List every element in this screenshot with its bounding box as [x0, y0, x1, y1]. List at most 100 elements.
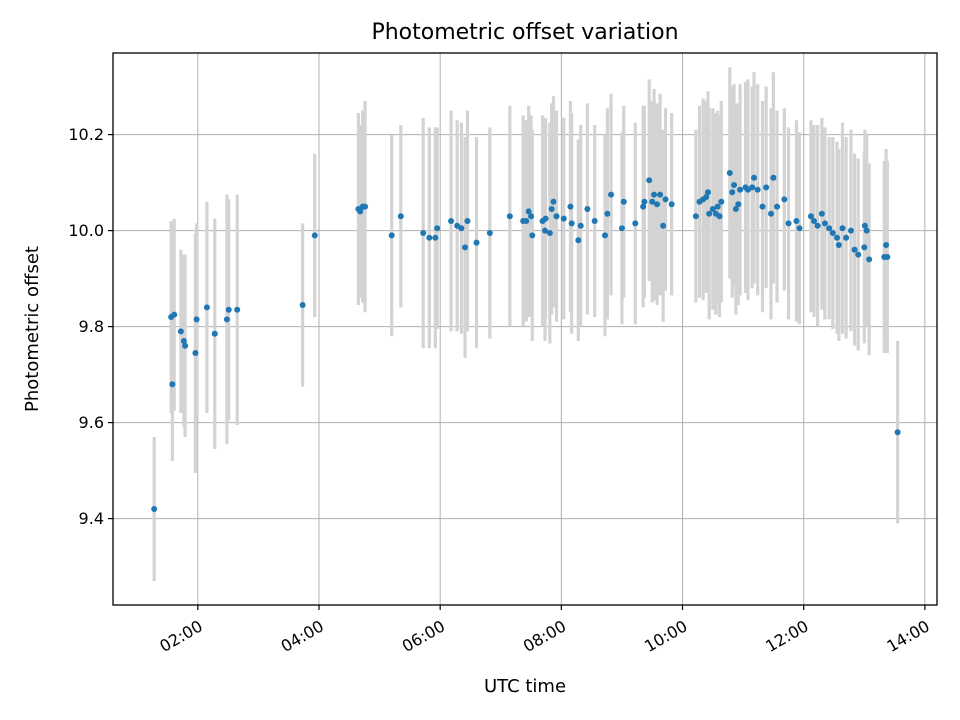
- data-point: [829, 230, 836, 236]
- data-point: [726, 170, 733, 176]
- data-point: [397, 213, 404, 220]
- data-points: [151, 170, 901, 512]
- data-point: [506, 213, 513, 220]
- data-point: [814, 222, 821, 229]
- data-point: [793, 218, 800, 224]
- data-point: [759, 203, 766, 210]
- data-point: [225, 306, 232, 313]
- data-point: [434, 225, 441, 232]
- data-point: [577, 222, 584, 229]
- data-point: [843, 234, 850, 241]
- data-point: [192, 350, 199, 356]
- data-point: [811, 218, 818, 224]
- data-point: [553, 213, 560, 220]
- data-point: [568, 220, 575, 227]
- data-point: [847, 227, 854, 234]
- data-point: [420, 230, 427, 236]
- data-point: [668, 201, 675, 208]
- data-point: [357, 208, 364, 215]
- data-point: [151, 506, 158, 512]
- data-point: [737, 186, 744, 193]
- data-point: [706, 210, 713, 217]
- data-point: [835, 242, 842, 248]
- y-tick-label: 9.8: [79, 317, 104, 336]
- data-point: [716, 213, 723, 220]
- data-point: [714, 203, 721, 210]
- data-point: [567, 203, 574, 210]
- data-point: [311, 232, 318, 239]
- data-point: [171, 311, 178, 318]
- data-point: [834, 234, 841, 241]
- data-point: [550, 198, 557, 205]
- data-point: [861, 244, 868, 251]
- data-point: [177, 328, 184, 335]
- data-point: [749, 184, 756, 191]
- data-point: [763, 184, 770, 191]
- data-point: [657, 191, 664, 198]
- data-point: [362, 203, 369, 210]
- grid: [113, 53, 937, 605]
- data-point: [884, 254, 891, 260]
- data-point: [462, 244, 469, 251]
- data-point: [632, 220, 639, 227]
- data-point: [704, 189, 711, 196]
- data-point: [781, 196, 788, 203]
- data-point: [426, 234, 433, 241]
- data-point: [785, 220, 792, 227]
- data-point: [180, 338, 187, 344]
- data-point: [528, 213, 535, 220]
- data-point: [620, 198, 627, 205]
- data-point: [662, 196, 669, 203]
- data-point: [388, 232, 395, 239]
- data-point: [646, 177, 653, 184]
- data-point: [486, 230, 493, 236]
- data-point: [448, 218, 455, 224]
- chart-title: Photometric offset variation: [371, 20, 678, 45]
- data-point: [767, 210, 774, 217]
- y-tick-label: 10.2: [68, 125, 104, 144]
- data-point: [796, 225, 803, 232]
- data-point: [591, 218, 598, 224]
- data-point: [732, 206, 739, 212]
- data-point: [863, 227, 870, 234]
- data-point: [818, 210, 825, 217]
- data-point: [604, 210, 611, 217]
- data-point: [754, 186, 761, 193]
- data-point: [821, 220, 828, 227]
- data-point: [584, 206, 591, 212]
- data-point: [774, 203, 781, 210]
- data-point: [855, 251, 862, 258]
- data-point: [464, 218, 471, 224]
- data-point: [649, 198, 656, 205]
- data-point: [731, 182, 738, 188]
- data-point: [807, 213, 814, 220]
- data-point: [601, 232, 608, 239]
- y-tick-label: 9.6: [79, 413, 104, 432]
- data-point: [529, 232, 536, 239]
- data-point: [542, 215, 549, 222]
- data-point: [692, 213, 699, 220]
- data-point: [541, 227, 548, 234]
- data-point: [770, 174, 777, 181]
- data-point: [718, 198, 725, 205]
- data-point: [709, 206, 716, 212]
- data-point: [640, 203, 647, 210]
- data-point: [651, 191, 658, 198]
- data-point: [234, 306, 241, 313]
- data-point: [883, 242, 890, 248]
- data-point: [525, 208, 532, 215]
- data-point: [169, 381, 176, 388]
- data-point: [851, 246, 858, 253]
- data-point: [299, 302, 306, 308]
- data-point: [458, 225, 465, 232]
- data-point: [182, 342, 189, 349]
- data-point: [223, 316, 230, 323]
- data-point: [473, 239, 480, 246]
- data-point: [654, 201, 661, 208]
- data-point: [432, 234, 439, 241]
- y-axis: 9.4 9.6 9.8 10.0 10.2: [68, 125, 113, 528]
- data-point: [660, 222, 667, 229]
- plot-frame: [112, 52, 938, 606]
